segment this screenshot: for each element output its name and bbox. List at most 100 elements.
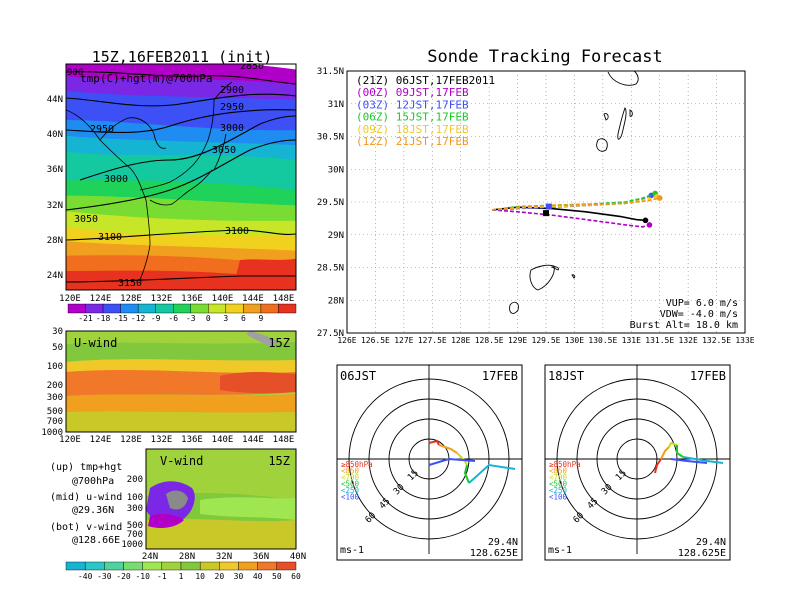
track-line — [491, 197, 660, 211]
colorbar-label: 40 — [253, 572, 263, 581]
note-line: (mid) u-wind — [50, 492, 122, 503]
hodo-lat: 29.4N — [488, 537, 518, 548]
level-legend-entry: <500 — [549, 480, 568, 489]
pressure-tick-label: 1000 — [41, 428, 63, 438]
level-legend-entry: <250 — [549, 486, 568, 495]
lon-tick-label: 124E — [90, 435, 112, 445]
colorbar-label: 60 — [291, 572, 301, 581]
note-line: (up) tmp+hgt — [50, 462, 122, 473]
launch-legend: (21Z) 06JST,17FEB2011(00Z) 09JST,17FEB(0… — [356, 74, 495, 148]
lat-tick-label: 36N — [253, 552, 269, 562]
lon-tick-label: 144E — [242, 435, 264, 445]
launch-marker — [545, 203, 552, 210]
note-line: @128.66E — [72, 535, 120, 546]
height-contours — [66, 71, 296, 283]
lon-tick-label: 136E — [181, 435, 203, 445]
map-lat-ticks: 44N 40N 36N 32N 28N 24N — [47, 95, 63, 281]
lon-tick-label: 129E — [508, 336, 527, 345]
colorbar-swatch — [67, 303, 86, 314]
contour-label: 3050 — [212, 145, 236, 156]
init-title: 15Z,16FEB2011 (init) — [92, 48, 273, 66]
pressure-tick-label: 300 — [127, 504, 143, 514]
island-shapes — [509, 70, 639, 314]
pressure-tick-label: 200 — [47, 381, 63, 391]
launch-legend-entry: (00Z) 09JST,17FEB — [356, 86, 469, 99]
track-lat-ticks: 31.5N 31N 30.5N 30N 29.5N 29N 28.5N 28N 27.5N — [317, 67, 344, 339]
lat-tick-label: 28N — [47, 236, 63, 246]
u-wind-band — [246, 331, 280, 346]
lon-tick-label: 132E — [679, 336, 698, 345]
colorbar-swatch — [199, 561, 220, 571]
pressure-tick-label: 1000 — [121, 540, 143, 550]
colorbar-label: -40 — [78, 572, 93, 581]
u-wind-frame — [65, 330, 297, 433]
colorbar-label: -12 — [131, 314, 146, 323]
launch-legend-entry: (06Z) 15JST,17FEB — [356, 111, 469, 124]
colorbar-label: 6 — [241, 314, 246, 323]
pressure-tick-label: 500 — [47, 407, 63, 417]
pressure-tick-label: 500 — [127, 521, 143, 531]
lon-tick-label: 128E — [451, 336, 470, 345]
u-wind-band — [66, 411, 296, 432]
pressure-tick-label: 200 — [127, 475, 143, 485]
colorbar-swatch — [225, 303, 244, 314]
lat-tick-label: 24N — [47, 271, 63, 281]
lon-tick-label: 126.5E — [361, 336, 390, 345]
colorbar-label: 0 — [206, 314, 211, 323]
lat-tick-label: 32N — [216, 552, 232, 562]
colorbar-label: -18 — [96, 314, 111, 323]
lat-tick-label: 32N — [47, 201, 63, 211]
level-legend-entry: <500 — [341, 480, 360, 489]
track-frame — [346, 70, 746, 334]
landing-point — [642, 217, 649, 224]
colorbar-swatch — [208, 303, 227, 314]
colorbar-label: 50 — [272, 572, 282, 581]
lon-tick-label: 128E — [120, 435, 142, 445]
track-line — [491, 209, 650, 228]
lon-tick-label: 128E — [120, 294, 142, 304]
lon-tick-label: 131E — [622, 336, 641, 345]
pressure-tick-label: 100 — [47, 362, 63, 372]
colorbar-label: -21 — [78, 314, 93, 323]
v-wind-frame — [145, 448, 297, 550]
hodograph-trace — [463, 464, 470, 484]
pressure-tick-label: 50 — [52, 343, 63, 353]
colorbar-swatch — [219, 561, 239, 571]
hodo-lat: 29.4N — [696, 537, 726, 548]
param-line: VDW= -4.0 m/s — [660, 309, 738, 320]
colorbar-swatch — [173, 303, 191, 314]
colorbar-swatch — [243, 303, 262, 314]
lat-tick-label: 29.5N — [317, 198, 344, 208]
v-wind-band — [146, 518, 296, 549]
hodograph-trace — [654, 458, 662, 474]
colorbar-label: -20 — [116, 572, 131, 581]
lon-tick-label: 127E — [394, 336, 413, 345]
panel-notes: (up) tmp+hgt @700hPa (mid) u-wind @29.36… — [50, 462, 122, 546]
landing-point — [646, 222, 653, 228]
hodo-time: 18JST — [548, 369, 584, 383]
coastline — [66, 81, 233, 281]
contour-label: 3050 — [74, 214, 98, 225]
param-line: Burst Alt= 18.0 km — [630, 320, 738, 331]
level-legend-entry: <700 — [341, 473, 360, 482]
v-wind-time: 15Z — [268, 454, 290, 468]
contour-label: 2950 — [220, 102, 244, 113]
lon-tick-label: 144E — [242, 294, 264, 304]
lon-tick-label: 148E — [273, 294, 295, 304]
hodograph-trace — [438, 444, 458, 454]
pressure-tick-label: 100 — [127, 493, 143, 503]
lon-tick-label: 132E — [151, 435, 173, 445]
colorbar-label: -15 — [113, 314, 128, 323]
contour-label: 3000 — [104, 174, 128, 185]
v-wind-band — [200, 497, 296, 520]
lat-tick-label: 40N — [47, 130, 63, 140]
colorbar-label: 3 — [223, 314, 228, 323]
colorbar-label: 30 — [234, 572, 244, 581]
colorbar-label: 20 — [215, 572, 225, 581]
lat-tick-label: 44N — [47, 95, 63, 105]
colorbar-swatch — [155, 303, 174, 314]
param-line: VUP= 6.0 m/s — [666, 298, 738, 309]
level-legend-entry: <100 — [341, 493, 360, 502]
